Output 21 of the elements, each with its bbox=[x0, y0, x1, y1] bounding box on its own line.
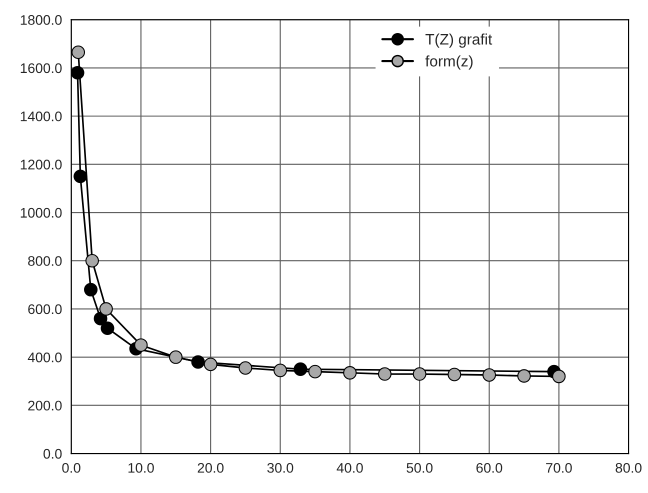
x-tick-label: 10.0 bbox=[128, 462, 154, 473]
y-tick-label: 400.0 bbox=[28, 352, 62, 362]
x-tick-label: 40.0 bbox=[336, 462, 363, 473]
y-tick-label: 1600.0 bbox=[20, 63, 62, 74]
y-tick-label: 200.0 bbox=[28, 400, 62, 411]
y-tick-label: 0.0 bbox=[43, 448, 62, 459]
y-tick-label: 800.0 bbox=[28, 256, 62, 266]
x-tick-label: 50.0 bbox=[406, 462, 433, 473]
y-tick-label: 1200.0 bbox=[20, 160, 62, 170]
y-tick-label: 1400.0 bbox=[20, 111, 62, 122]
legend-label: form(z) bbox=[425, 55, 473, 70]
legend-label: T(Z) grafit bbox=[426, 33, 492, 48]
y-tick-label: 1800.0 bbox=[20, 15, 62, 25]
x-tick-label: 80.0 bbox=[616, 462, 642, 473]
x-tick-label: 0.0 bbox=[62, 462, 80, 473]
x-tick-label: 60.0 bbox=[476, 462, 502, 473]
x-tick-label: 70.0 bbox=[546, 462, 572, 473]
x-tick-label: 30.0 bbox=[267, 462, 294, 473]
y-tick-label: 1000.0 bbox=[20, 208, 62, 218]
y-tick-label: 600.0 bbox=[28, 304, 62, 314]
x-tick-label: 20.0 bbox=[198, 462, 224, 473]
